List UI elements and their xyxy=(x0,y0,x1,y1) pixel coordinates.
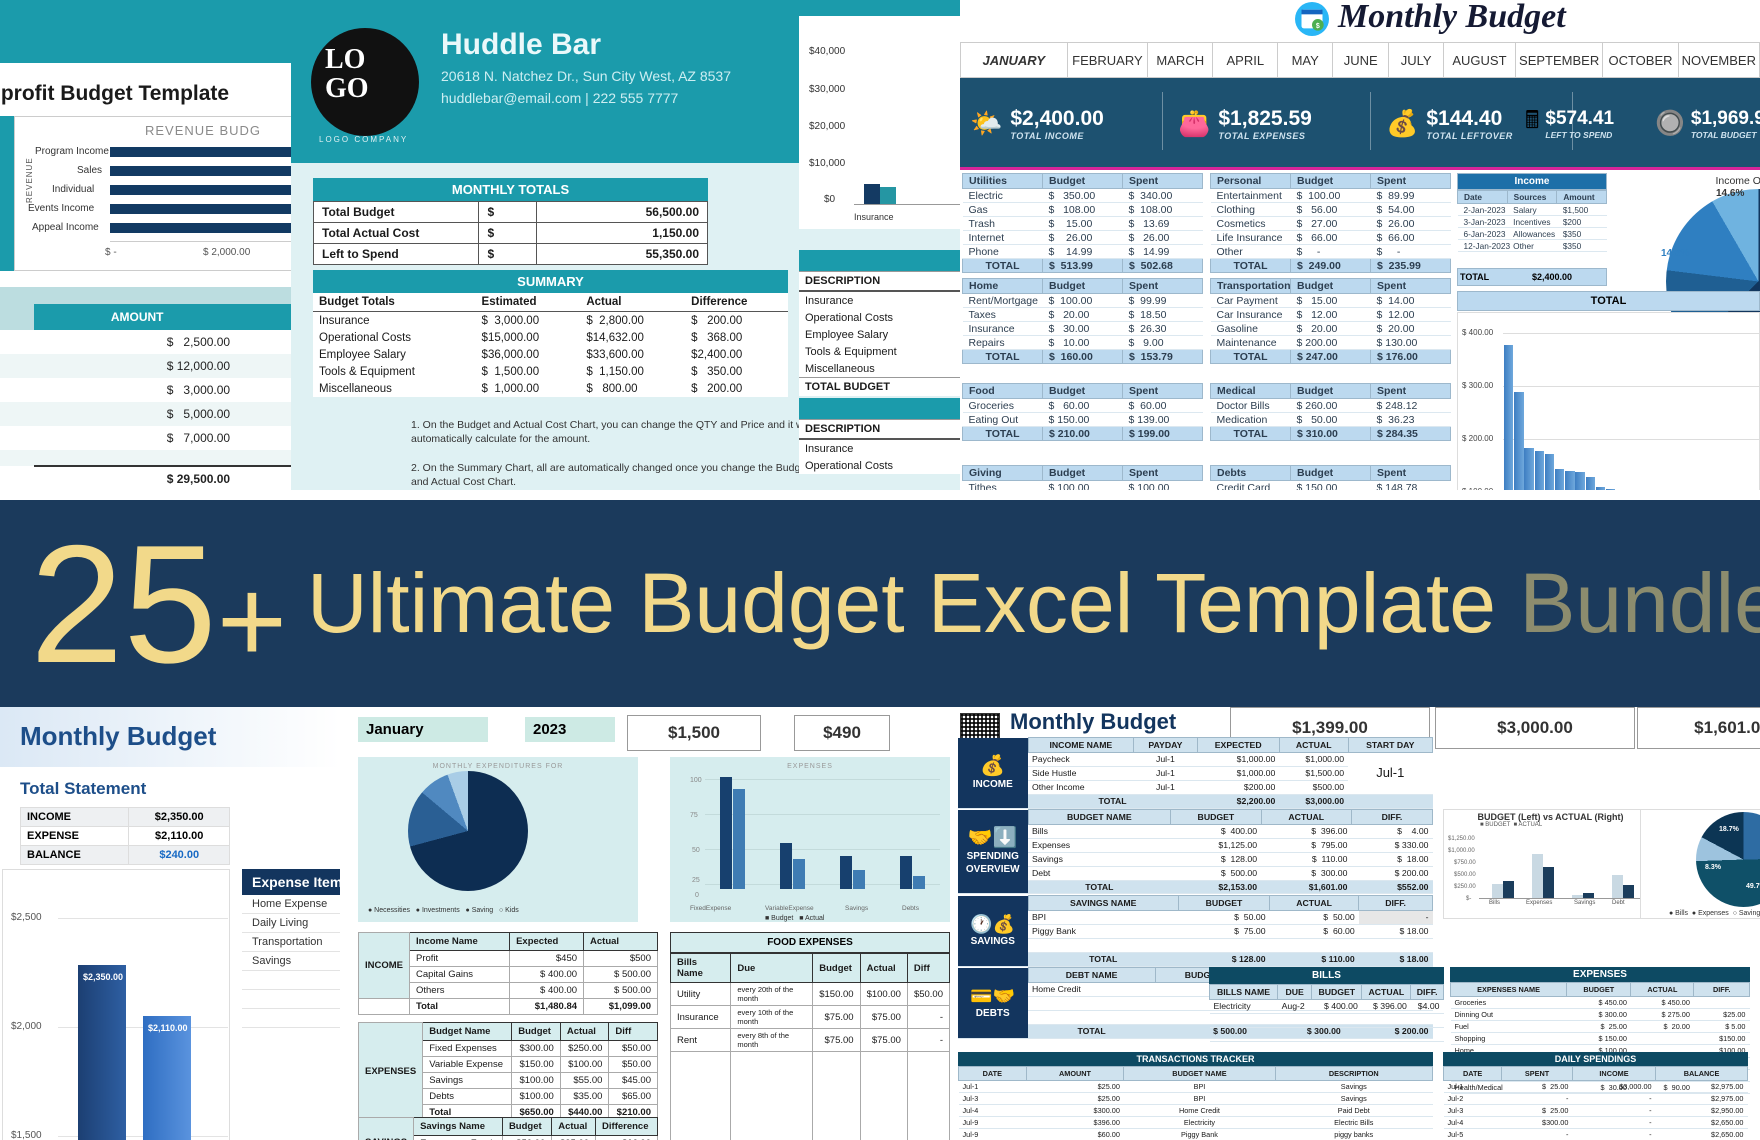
svg-text:$: $ xyxy=(1316,23,1320,30)
